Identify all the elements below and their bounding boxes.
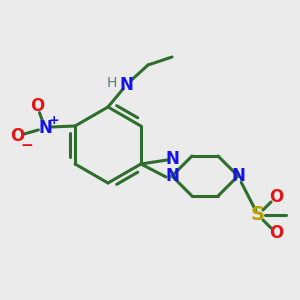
- Text: O: O: [269, 224, 283, 242]
- Text: O: O: [10, 127, 24, 145]
- Text: O: O: [30, 97, 44, 115]
- Text: O: O: [269, 188, 283, 206]
- Text: N: N: [38, 119, 52, 137]
- Text: N: N: [231, 167, 245, 185]
- Text: S: S: [251, 206, 265, 224]
- Text: N: N: [165, 167, 179, 185]
- Text: +: +: [49, 113, 59, 127]
- Text: −: −: [21, 139, 34, 154]
- Text: N: N: [119, 76, 133, 94]
- Text: H: H: [107, 76, 117, 90]
- Text: N: N: [166, 150, 180, 168]
